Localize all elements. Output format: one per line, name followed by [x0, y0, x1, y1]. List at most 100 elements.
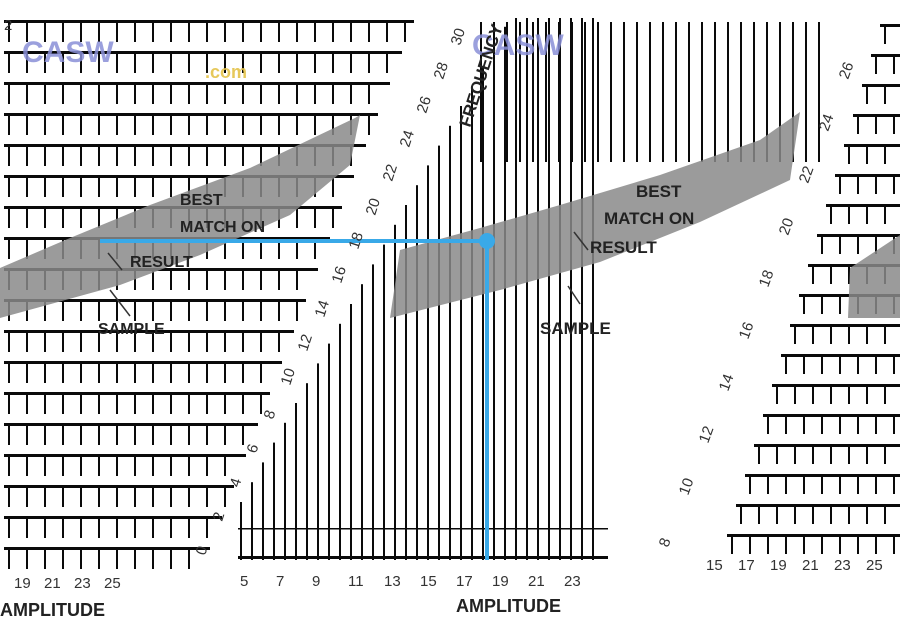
- left-result-pointer: [107, 252, 123, 271]
- right-bar-tooth: [857, 474, 859, 494]
- left-bar-tooth: [188, 361, 190, 383]
- left-bar-tooth: [62, 330, 64, 352]
- left-bar-tooth: [224, 392, 226, 414]
- left-bar-tooth: [260, 113, 262, 135]
- left-bar-tooth: [8, 237, 10, 259]
- center-bar: [317, 363, 319, 560]
- left-panel-bars: [4, 20, 414, 569]
- left-bar-tooth: [242, 423, 244, 445]
- left-bar-tooth: [206, 485, 208, 507]
- left-bar-tooth: [152, 547, 154, 569]
- left-bar-tooth: [8, 454, 10, 476]
- left-band-label-1: BEST: [180, 192, 223, 209]
- left-bar-tooth: [188, 423, 190, 445]
- left-bar-tooth: [188, 485, 190, 507]
- right-bar-tooth: [830, 264, 832, 284]
- center-bar: [361, 284, 363, 560]
- right-bar-tooth: [866, 204, 868, 224]
- left-bar-top: [4, 82, 390, 85]
- center-y-tick-label: 20: [363, 196, 384, 217]
- left-bar-tooth: [152, 20, 154, 42]
- left-bar-tooth: [332, 206, 334, 228]
- left-bar-tooth: [116, 516, 118, 538]
- center-upper-bar: [545, 22, 547, 162]
- left-x-axis-label: AMPLITUDE: [0, 600, 105, 619]
- left-bar-tooth: [170, 423, 172, 445]
- left-bar-tooth: [8, 361, 10, 383]
- left-bar-tooth: [152, 423, 154, 445]
- right-bar-tooth: [758, 444, 760, 464]
- right-bar-tooth: [767, 414, 769, 434]
- center-upper-bar: [818, 22, 820, 162]
- left-bar-tooth: [62, 175, 64, 197]
- left-bar-tooth: [170, 392, 172, 414]
- left-bar-tooth: [170, 51, 172, 73]
- left-bar-tooth: [224, 361, 226, 383]
- left-bar-tooth: [242, 299, 244, 321]
- left-bar-tooth: [44, 299, 46, 321]
- left-bar-tooth: [98, 175, 100, 197]
- left-bar-tooth: [44, 206, 46, 228]
- right-y-tick-label: 10: [676, 476, 698, 497]
- left-bar-tooth: [98, 299, 100, 321]
- right-bar-top: [772, 384, 900, 387]
- left-x-tick-label: 19: [14, 575, 31, 592]
- right-y-tick-label: 16: [736, 320, 758, 341]
- left-bar-tooth: [116, 392, 118, 414]
- left-bar-tooth: [80, 175, 82, 197]
- center-y-tick-label: 30: [448, 26, 469, 47]
- center-x-tick-label: 9: [312, 573, 320, 590]
- center-upper-bar: [779, 22, 781, 162]
- left-bar-tooth: [80, 206, 82, 228]
- left-bar-tooth: [206, 82, 208, 104]
- right-bar-tooth: [839, 294, 841, 314]
- left-bar-row: [4, 392, 270, 414]
- center-upper-bar: [558, 22, 560, 162]
- left-sample-pointer: [109, 289, 131, 317]
- left-bar-tooth: [26, 20, 28, 42]
- left-bar-tooth: [206, 392, 208, 414]
- center-bar: [559, 18, 561, 560]
- right-bar-tooth: [839, 414, 841, 434]
- center-bar: [471, 86, 473, 560]
- right-bar-tooth: [803, 414, 805, 434]
- right-bar-tooth: [785, 474, 787, 494]
- right-bar-tooth: [776, 504, 778, 524]
- center-upper-bar: [597, 22, 599, 162]
- left-band-label-3: RESULT: [130, 254, 193, 271]
- watermark-center: CASW: [472, 29, 564, 62]
- left-bar-tooth: [224, 423, 226, 445]
- left-bar-tooth: [152, 113, 154, 135]
- right-bar-tooth: [812, 444, 814, 464]
- left-bar-tooth: [206, 144, 208, 166]
- center-x-tick-label: 17: [456, 573, 473, 590]
- right-bar-tooth: [830, 204, 832, 224]
- right-x-tick-label: 23: [834, 557, 851, 574]
- center-bar: [383, 244, 385, 560]
- left-bar-tooth: [134, 423, 136, 445]
- left-bar-tooth: [98, 20, 100, 42]
- left-bar-top: [4, 516, 222, 519]
- center-y-tick-label: 22: [380, 162, 401, 183]
- right-bar-tooth: [731, 534, 733, 554]
- left-bar-tooth: [314, 82, 316, 104]
- right-bar-row: [862, 84, 900, 104]
- right-bar-tooth: [758, 504, 760, 524]
- left-bar-tooth: [314, 237, 316, 259]
- right-y-tick-label: 20: [776, 216, 798, 237]
- left-bar-tooth: [8, 516, 10, 538]
- right-bar-tooth: [767, 474, 769, 494]
- left-bar-tooth: [332, 175, 334, 197]
- center-upper-bar: [740, 22, 742, 162]
- left-bar-tooth: [80, 82, 82, 104]
- right-bar-top: [880, 24, 900, 27]
- right-bar-tooth: [848, 324, 850, 344]
- center-upper-bar: [649, 22, 651, 162]
- center-x-tick-label: 11: [348, 573, 364, 590]
- center-x-tick-label: 21: [528, 573, 545, 590]
- center-bar: [526, 18, 528, 560]
- left-bar-tooth: [152, 299, 154, 321]
- left-bar-tooth: [62, 423, 64, 445]
- center-x-tick-label: 19: [492, 573, 509, 590]
- left-bar-tooth: [206, 516, 208, 538]
